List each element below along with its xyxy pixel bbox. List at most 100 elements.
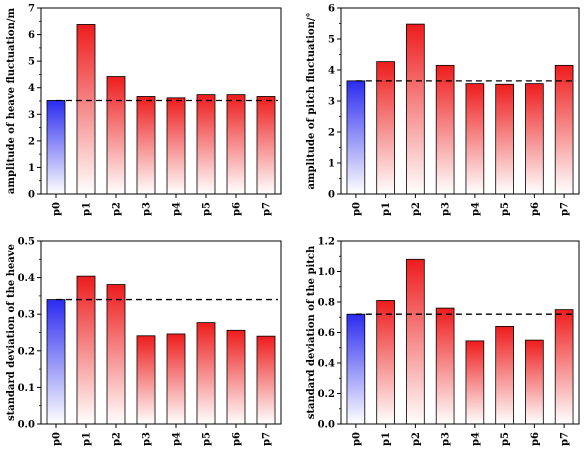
panel-pitch-amplitude: 0 1 2 3 4 5 6 p0 p1 p2 p3 p4 p5 p6 p7 amplitude of pitc… xyxy=(306,4,580,216)
x-category-label: p1 xyxy=(381,202,392,216)
x-category-label: p4 xyxy=(172,202,183,216)
y-tick-label: 0.1 xyxy=(18,383,35,394)
bar-p6 xyxy=(226,329,246,425)
x-category-label: p1 xyxy=(82,202,93,216)
x-category-label: p0 xyxy=(52,432,63,446)
x-category-label: p6 xyxy=(232,202,243,216)
bar-p0 xyxy=(346,80,366,195)
bar-p1 xyxy=(76,24,96,195)
y-tick-label: 5 xyxy=(28,57,35,68)
y-tick-label: 0 xyxy=(328,190,335,201)
bar-p2 xyxy=(106,76,126,195)
x-category-label: p6 xyxy=(530,202,541,216)
x-category-label: p7 xyxy=(262,202,273,216)
x-category-label: p2 xyxy=(411,202,422,216)
x-category-label: p7 xyxy=(560,202,571,216)
panel-heave-std: 0.0 0.1 0.2 0.3 0.4 0.5 p0 p1 p2 p3 p4 p5 p6 p7 standa… xyxy=(6,237,282,446)
x-category-label: p2 xyxy=(112,202,123,216)
bar-p7 xyxy=(554,64,574,195)
y-tick-label: 0.4 xyxy=(18,273,35,284)
y-tick-label: 4 xyxy=(328,66,335,77)
bar-p6 xyxy=(525,83,544,195)
x-category-label: p0 xyxy=(351,202,362,216)
x-category-label: p6 xyxy=(232,432,243,446)
y-tick-label: 3 xyxy=(328,97,335,108)
bar-p7 xyxy=(256,96,276,195)
y-axis-label: amplitude of heave fluctuation/m xyxy=(6,7,17,194)
bar-p1 xyxy=(76,275,96,425)
y-tick-label: 1.0 xyxy=(318,267,335,278)
y-axis-label: standard deviation of the pitch xyxy=(306,245,317,419)
bar-p3 xyxy=(136,96,156,195)
x-category-label: p7 xyxy=(560,432,571,446)
y-tick-label: 7 xyxy=(28,4,35,15)
bar-p3 xyxy=(435,307,455,425)
y-tick-label: 6 xyxy=(28,30,35,41)
bar-p0 xyxy=(46,299,66,425)
x-category-label: p0 xyxy=(52,202,63,216)
bar-p2 xyxy=(106,284,126,425)
bar-p5 xyxy=(196,94,216,195)
bar-p3 xyxy=(136,335,156,425)
y-axis-label: standard deviation of the heave xyxy=(6,244,17,421)
bar-p7 xyxy=(554,309,574,425)
y-tick-label: 4 xyxy=(28,83,35,94)
panel-heave-amplitude: 0 1 2 3 4 5 6 7 p0 p1 p2 p3 p4 p5 p6 p7 amplitude of hea… xyxy=(6,4,282,216)
bar-p2 xyxy=(406,258,425,425)
y-tick-label: 0.5 xyxy=(18,237,35,248)
bar-p5 xyxy=(495,325,514,425)
y-tick-label: 0.4 xyxy=(318,359,335,370)
y-tick-label: 2 xyxy=(328,128,335,139)
x-category-label: p5 xyxy=(500,432,511,446)
x-category-label: p2 xyxy=(411,432,422,446)
x-category-label: p7 xyxy=(262,432,273,446)
x-category-label: p3 xyxy=(441,202,452,216)
x-category-label: p4 xyxy=(470,202,481,216)
bar-p3 xyxy=(435,64,455,195)
y-tick-label: 6 xyxy=(328,4,335,15)
bar-p2 xyxy=(406,23,425,195)
y-tick-label: 1 xyxy=(328,159,335,170)
y-tick-label: 0.0 xyxy=(318,420,335,431)
bar-p4 xyxy=(166,97,186,195)
x-category-label: p1 xyxy=(381,432,392,446)
bar-p5 xyxy=(196,322,216,425)
x-category-label: p0 xyxy=(351,432,362,446)
x-category-label: p6 xyxy=(530,432,541,446)
bar-p5 xyxy=(495,83,514,195)
y-tick-label: 5 xyxy=(328,35,335,46)
y-tick-label: 3 xyxy=(28,110,35,121)
y-tick-label: 0 xyxy=(28,190,35,201)
bar-p1 xyxy=(376,300,395,425)
y-tick-label: 0.2 xyxy=(318,389,335,400)
x-category-label: p5 xyxy=(202,432,213,446)
y-tick-label: 2 xyxy=(28,136,35,147)
x-category-label: p1 xyxy=(82,432,93,446)
y-tick-label: 0.2 xyxy=(18,346,35,357)
x-category-label: p5 xyxy=(500,202,511,216)
x-category-label: p3 xyxy=(142,202,153,216)
x-category-label: p3 xyxy=(142,432,153,446)
y-axis-label: amplitude of pitch fluctuation/° xyxy=(306,12,317,189)
bar-p6 xyxy=(226,94,246,195)
bar-p4 xyxy=(465,340,485,425)
x-category-label: p5 xyxy=(202,202,213,216)
bar-p0 xyxy=(346,313,366,425)
bar-p6 xyxy=(525,339,544,425)
x-category-label: p4 xyxy=(172,432,183,446)
y-tick-label: 1 xyxy=(28,163,35,174)
y-tick-label: 0.3 xyxy=(18,310,35,321)
y-tick-label: 0.0 xyxy=(18,420,35,431)
x-category-label: p2 xyxy=(112,432,123,446)
x-category-label: p3 xyxy=(441,432,452,446)
y-tick-label: 0.6 xyxy=(318,328,335,339)
panel-pitch-std: 0.0 0.2 0.4 0.6 0.8 1.0 1.2 p0 p1 p2 p3 p4 p5 p6 p7 sta… xyxy=(306,237,580,446)
y-tick-label: 0.8 xyxy=(318,298,335,309)
bar-p4 xyxy=(166,333,186,425)
y-tick-label: 1.2 xyxy=(318,237,335,248)
bar-p4 xyxy=(465,83,485,195)
x-category-label: p4 xyxy=(470,432,481,446)
bar-p0 xyxy=(46,100,66,195)
bar-p7 xyxy=(256,335,276,425)
